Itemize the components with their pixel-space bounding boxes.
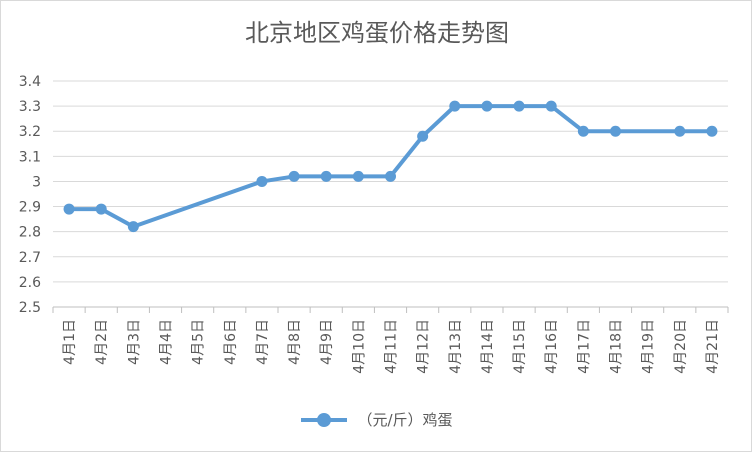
x-tick-label: 4月3日 — [126, 319, 142, 365]
y-tick-label: 2.7 — [19, 250, 41, 266]
series-egg-price — [63, 100, 718, 233]
x-tick-label: 4月7日 — [255, 319, 271, 365]
data-point — [674, 125, 686, 137]
y-tick-label: 2.8 — [19, 225, 41, 241]
y-tick-label: 3 — [32, 174, 41, 190]
x-axis: 4月1日 4月2日 4月3日 4月4日 4月5日 4月6日 4月7日 4月8日 4月9日 4月10… — [52, 306, 729, 374]
y-tick-label: 2.9 — [19, 200, 41, 216]
data-point — [449, 100, 461, 112]
x-tick-label: 4月12日 — [416, 319, 432, 374]
data-point — [385, 170, 396, 182]
data-point — [577, 125, 589, 137]
legend: （元/斤）鸡蛋 — [1, 409, 752, 430]
x-tick-label: 4月4日 — [159, 319, 175, 365]
y-axis: 2.5 2.6 2.7 2.8 2.9 3 3.1 3.2 3.3 3.4 — [19, 74, 41, 316]
series-line — [69, 104, 712, 229]
y-tick-label: 2.5 — [19, 300, 41, 316]
chart-title: 北京地区鸡蛋价格走势图 — [245, 19, 509, 47]
data-point — [545, 100, 557, 112]
data-point — [288, 170, 300, 182]
x-tick-label: 4月20日 — [673, 319, 689, 374]
data-point — [127, 221, 139, 233]
legend-dot-icon — [317, 412, 332, 427]
data-point — [706, 125, 718, 137]
data-point — [481, 100, 493, 112]
x-tick-label: 4月1日 — [62, 319, 78, 365]
gridlines — [53, 80, 728, 308]
legend-marker — [301, 412, 348, 427]
x-tick-label: 4月2日 — [94, 319, 110, 365]
x-tick-label: 4月8日 — [287, 319, 303, 365]
data-point — [95, 203, 107, 215]
x-tick-label: 4月9日 — [319, 319, 335, 365]
data-point — [256, 175, 268, 187]
y-tick-label: 3.4 — [19, 74, 41, 90]
data-point — [417, 130, 429, 142]
data-point — [352, 170, 364, 182]
data-point — [320, 170, 332, 182]
x-tick-label: 4月14日 — [480, 319, 496, 374]
y-tick-label: 3.3 — [19, 99, 41, 115]
x-tick-label: 4月15日 — [512, 319, 528, 374]
x-tick-label: 4月6日 — [223, 319, 239, 365]
x-tick-label: 4月10日 — [351, 319, 367, 374]
data-point — [513, 100, 525, 112]
x-tick-label: 4月13日 — [448, 319, 464, 374]
data-point — [63, 203, 75, 215]
x-tick-label: 4月5日 — [191, 319, 207, 365]
y-tick-label: 3.2 — [19, 124, 41, 140]
x-tick-label: 4月18日 — [609, 319, 625, 374]
x-tick-label: 4月11日 — [384, 319, 400, 374]
data-point — [610, 125, 621, 137]
x-tick-label: 4月19日 — [641, 319, 657, 374]
y-tick-label: 3.1 — [19, 149, 41, 165]
x-tick-label: 4月16日 — [544, 319, 560, 374]
x-tick-label: 4月21日 — [705, 319, 721, 374]
y-tick-label: 2.6 — [19, 275, 41, 291]
x-tick-label: 4月17日 — [576, 319, 592, 374]
legend-label: （元/斤）鸡蛋 — [357, 411, 453, 429]
